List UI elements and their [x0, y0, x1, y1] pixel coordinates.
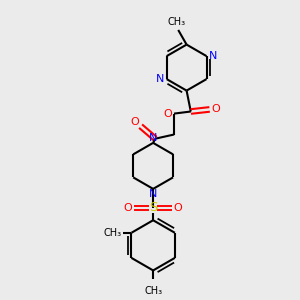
Text: N: N: [149, 189, 157, 199]
Text: O: O: [212, 104, 220, 114]
Text: S: S: [149, 201, 157, 214]
Text: O: O: [130, 117, 139, 127]
Text: CH₃: CH₃: [167, 16, 185, 27]
Text: N: N: [208, 51, 217, 61]
Text: N: N: [156, 74, 165, 84]
Text: CH₃: CH₃: [144, 286, 162, 296]
Text: O: O: [164, 109, 172, 118]
Text: O: O: [124, 203, 132, 213]
Text: O: O: [174, 203, 183, 213]
Text: CH₃: CH₃: [103, 228, 122, 238]
Text: N: N: [149, 133, 157, 142]
